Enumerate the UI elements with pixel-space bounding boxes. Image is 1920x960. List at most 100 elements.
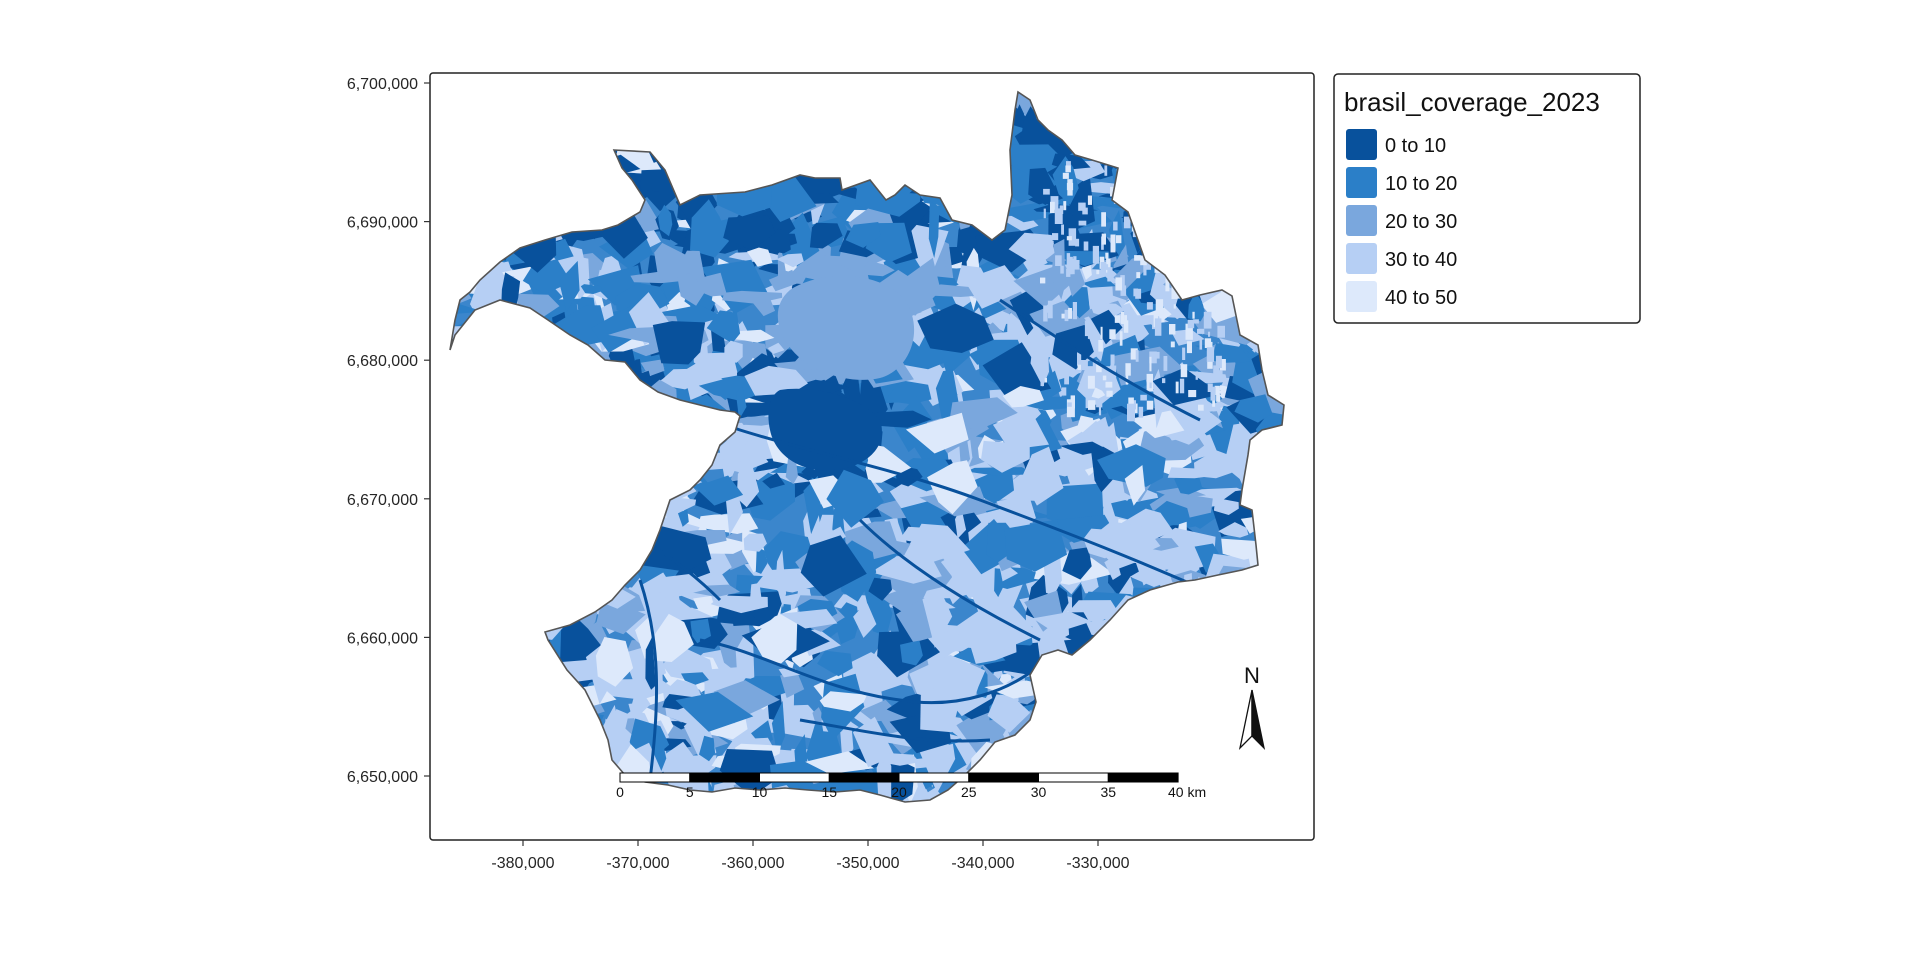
coverage-patch (1127, 403, 1135, 422)
coverage-patch (1193, 319, 1199, 324)
x-tick-label: -380,000 (491, 855, 554, 872)
y-axis: 6,700,000 6,690,000 6,680,000 6,670,000 6,66… (347, 76, 430, 786)
scale-bar-segment (898, 772, 970, 783)
coverage-patch (987, 694, 1031, 733)
coverage-patch (645, 636, 656, 690)
x-tick-label: -370,000 (606, 855, 669, 872)
y-tick-label: 6,680,000 (347, 353, 418, 370)
coverage-patch (1135, 288, 1142, 299)
coverage-patch (1213, 499, 1239, 515)
coverage-patch (1108, 371, 1112, 377)
coverage-patch (1062, 547, 1092, 580)
coverage-patch (927, 460, 978, 515)
coverage-patch (1052, 233, 1059, 241)
y-tick-label: 6,690,000 (347, 215, 418, 232)
coverage-patch (1062, 387, 1067, 396)
coverage-patch (642, 573, 709, 598)
coverage-patch (876, 752, 920, 766)
coverage-patch (1078, 220, 1087, 226)
coverage-patch (1187, 319, 1195, 329)
legend-swatch (1346, 243, 1377, 274)
river-line (699, 638, 1041, 705)
coverage-patch (886, 380, 932, 405)
coverage-patch (652, 321, 706, 365)
coverage-patch (809, 222, 843, 249)
coverage-patch (1061, 224, 1064, 235)
coverage-patch (751, 607, 798, 664)
scale-bar-segment (1107, 772, 1179, 783)
coverage-patch (1021, 446, 1064, 506)
coverage-patch (905, 412, 969, 454)
coverage-patch (732, 614, 762, 626)
coverage-patch (1194, 543, 1219, 574)
coverage-patch (1059, 205, 1064, 214)
coverage-patch (706, 310, 741, 344)
coverage-patch (1098, 340, 1103, 352)
coverage-patch (1087, 375, 1095, 389)
legend-items: 0 to 10 10 to 20 20 to 30 30 to 40 40 to 50 (1346, 129, 1457, 312)
coverage-patch (1073, 260, 1080, 270)
coverage-patch (1044, 306, 1053, 313)
coverage-patch (1119, 331, 1123, 346)
coverage-patch (1066, 253, 1071, 269)
coverage-patch (1215, 355, 1222, 368)
coverage-patch (1219, 359, 1226, 371)
legend-title: brasil_coverage_2023 (1344, 87, 1600, 117)
y-tick-label: 6,660,000 (347, 630, 418, 647)
coverage-patch (1062, 172, 1069, 179)
coverage-patch (675, 691, 754, 732)
coverage-patch (1198, 404, 1204, 411)
coverage-patch (1051, 239, 1066, 300)
scale-bar-label: 15 (822, 784, 838, 800)
coverage-patch (1140, 255, 1147, 266)
coverage-patch (1221, 538, 1262, 560)
coverage-patch (1080, 360, 1088, 371)
north-label: N (1244, 663, 1260, 688)
coverage-patch (853, 601, 877, 638)
coverage-patch (1005, 144, 1066, 179)
coverage-patch (1043, 305, 1048, 322)
coverage-patch (755, 546, 768, 574)
coverage-patch (1068, 308, 1072, 319)
coverage-patch (966, 471, 1014, 504)
coverage-patch (1043, 208, 1046, 219)
coverage-patch (1167, 467, 1223, 479)
coverage-patch (1061, 313, 1066, 319)
coverage-patch (1218, 522, 1249, 538)
coverage-patch (1101, 212, 1106, 227)
river-line (999, 298, 1201, 422)
coverage-patch (746, 244, 773, 267)
x-tick-label: -360,000 (721, 855, 784, 872)
coverage-patch (1125, 371, 1129, 385)
north-arrow: N (1238, 663, 1266, 750)
coverage-patch (1060, 265, 1064, 274)
coverage-patch (696, 272, 727, 297)
coverage-patch (1216, 370, 1223, 382)
coverage-patch (986, 522, 1024, 563)
coverage-patch (1096, 269, 1100, 275)
coverage-patch (1066, 268, 1071, 277)
coverage-patch (736, 462, 760, 508)
coverage-patch (1066, 236, 1072, 241)
coverage-patch (558, 260, 580, 313)
coverage-patch (1213, 365, 1220, 377)
coverage-patch (1146, 302, 1153, 310)
coverage-patch (975, 230, 1031, 273)
scale-bar-label: 30 (1031, 784, 1047, 800)
legend-swatch (1346, 167, 1377, 198)
legend-label: 10 to 20 (1385, 173, 1457, 195)
coverage-patch (1100, 262, 1106, 270)
coverage-patch (1044, 377, 1047, 383)
coverage-patch (1188, 390, 1197, 398)
legend-box (1333, 73, 1641, 324)
coverage-patch (1048, 342, 1053, 350)
coverage-patch (1186, 341, 1192, 354)
coverage-patch (1108, 209, 1125, 260)
coverage-patch (658, 204, 673, 237)
x-tick-label: -340,000 (951, 855, 1014, 872)
coverage-patch (777, 276, 915, 380)
coverage-patch (1063, 201, 1067, 211)
y-tick-label: 6,650,000 (347, 769, 418, 786)
x-axis: -380,000 -370,000 -360,000 -350,000 -340,000… (491, 840, 1130, 872)
